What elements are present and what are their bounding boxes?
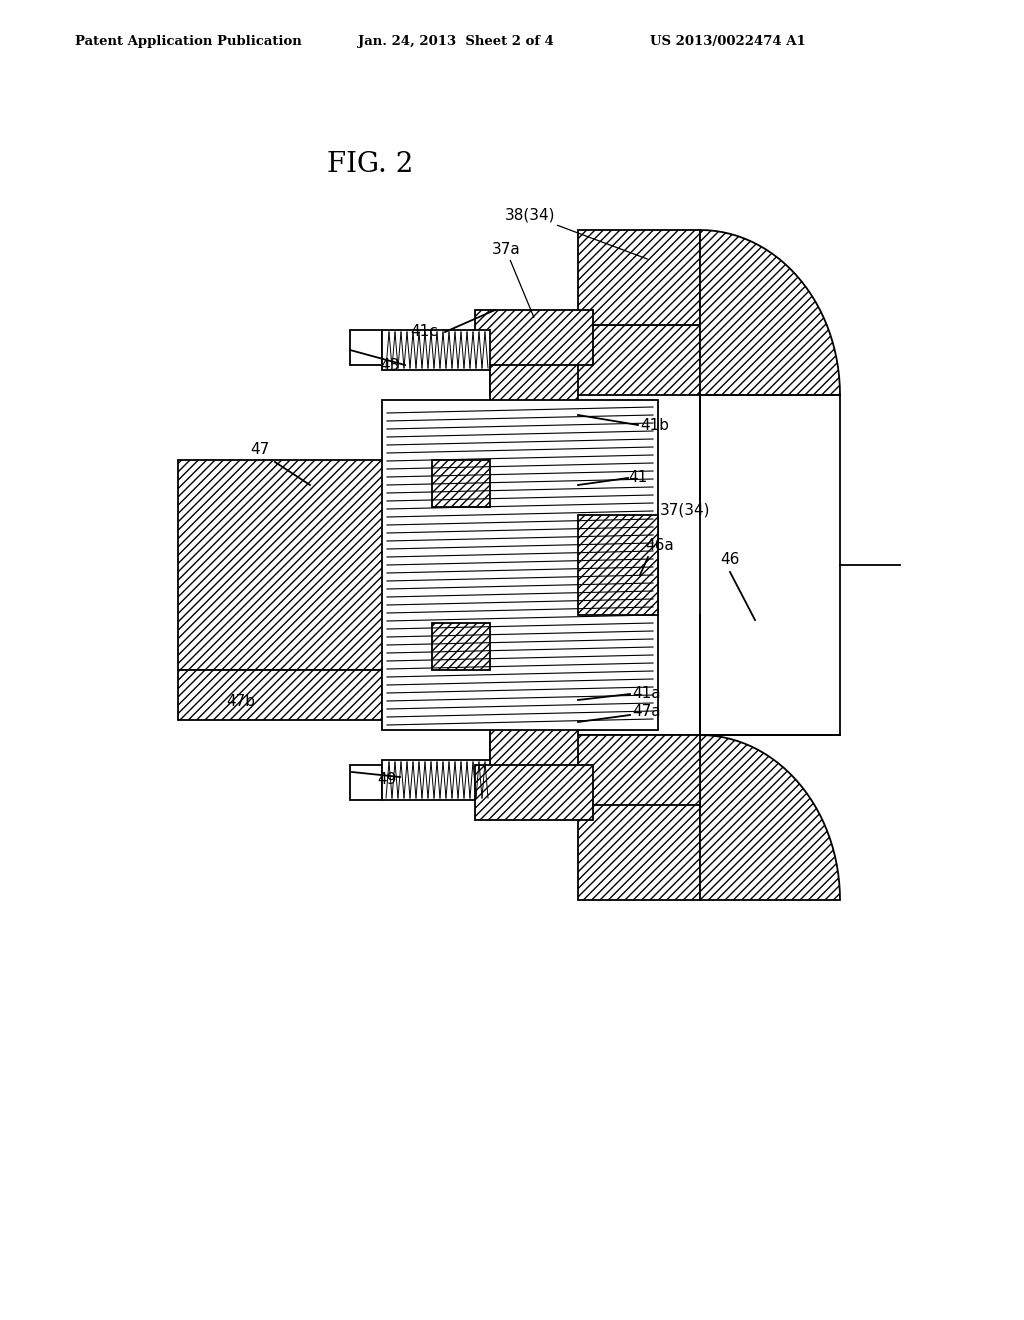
- Polygon shape: [700, 735, 840, 900]
- Text: FIG. 2: FIG. 2: [327, 152, 414, 178]
- Bar: [475, 766, 593, 820]
- Polygon shape: [700, 230, 840, 395]
- Polygon shape: [178, 671, 382, 719]
- Text: 38(34): 38(34): [505, 207, 647, 259]
- Bar: [382, 760, 490, 800]
- Bar: [490, 325, 700, 395]
- Bar: [490, 341, 578, 789]
- Bar: [350, 330, 382, 366]
- Bar: [382, 400, 658, 730]
- Bar: [382, 330, 490, 370]
- Text: 46: 46: [720, 553, 739, 568]
- Polygon shape: [578, 735, 700, 900]
- Bar: [432, 459, 490, 507]
- Bar: [578, 515, 658, 615]
- Polygon shape: [578, 230, 700, 325]
- Text: 37(34): 37(34): [660, 503, 711, 517]
- Bar: [490, 735, 700, 805]
- Text: 37a: 37a: [492, 243, 534, 317]
- Text: 41: 41: [628, 470, 647, 486]
- Bar: [350, 766, 382, 800]
- Bar: [700, 395, 840, 735]
- Text: 41b: 41b: [640, 417, 669, 433]
- Bar: [475, 310, 593, 366]
- Text: 47: 47: [251, 442, 269, 458]
- Text: US 2013/0022474 A1: US 2013/0022474 A1: [650, 36, 806, 49]
- Text: 41a: 41a: [632, 686, 660, 701]
- Text: Patent Application Publication: Patent Application Publication: [75, 36, 302, 49]
- Polygon shape: [178, 459, 490, 671]
- Text: 47a: 47a: [632, 705, 660, 719]
- Text: 41c: 41c: [411, 325, 438, 339]
- Text: 46a: 46a: [645, 537, 674, 553]
- Text: Jan. 24, 2013  Sheet 2 of 4: Jan. 24, 2013 Sheet 2 of 4: [358, 36, 554, 49]
- Bar: [432, 623, 490, 671]
- Text: 47b: 47b: [226, 694, 255, 710]
- Text: 43: 43: [381, 358, 400, 372]
- Text: 49: 49: [378, 772, 397, 788]
